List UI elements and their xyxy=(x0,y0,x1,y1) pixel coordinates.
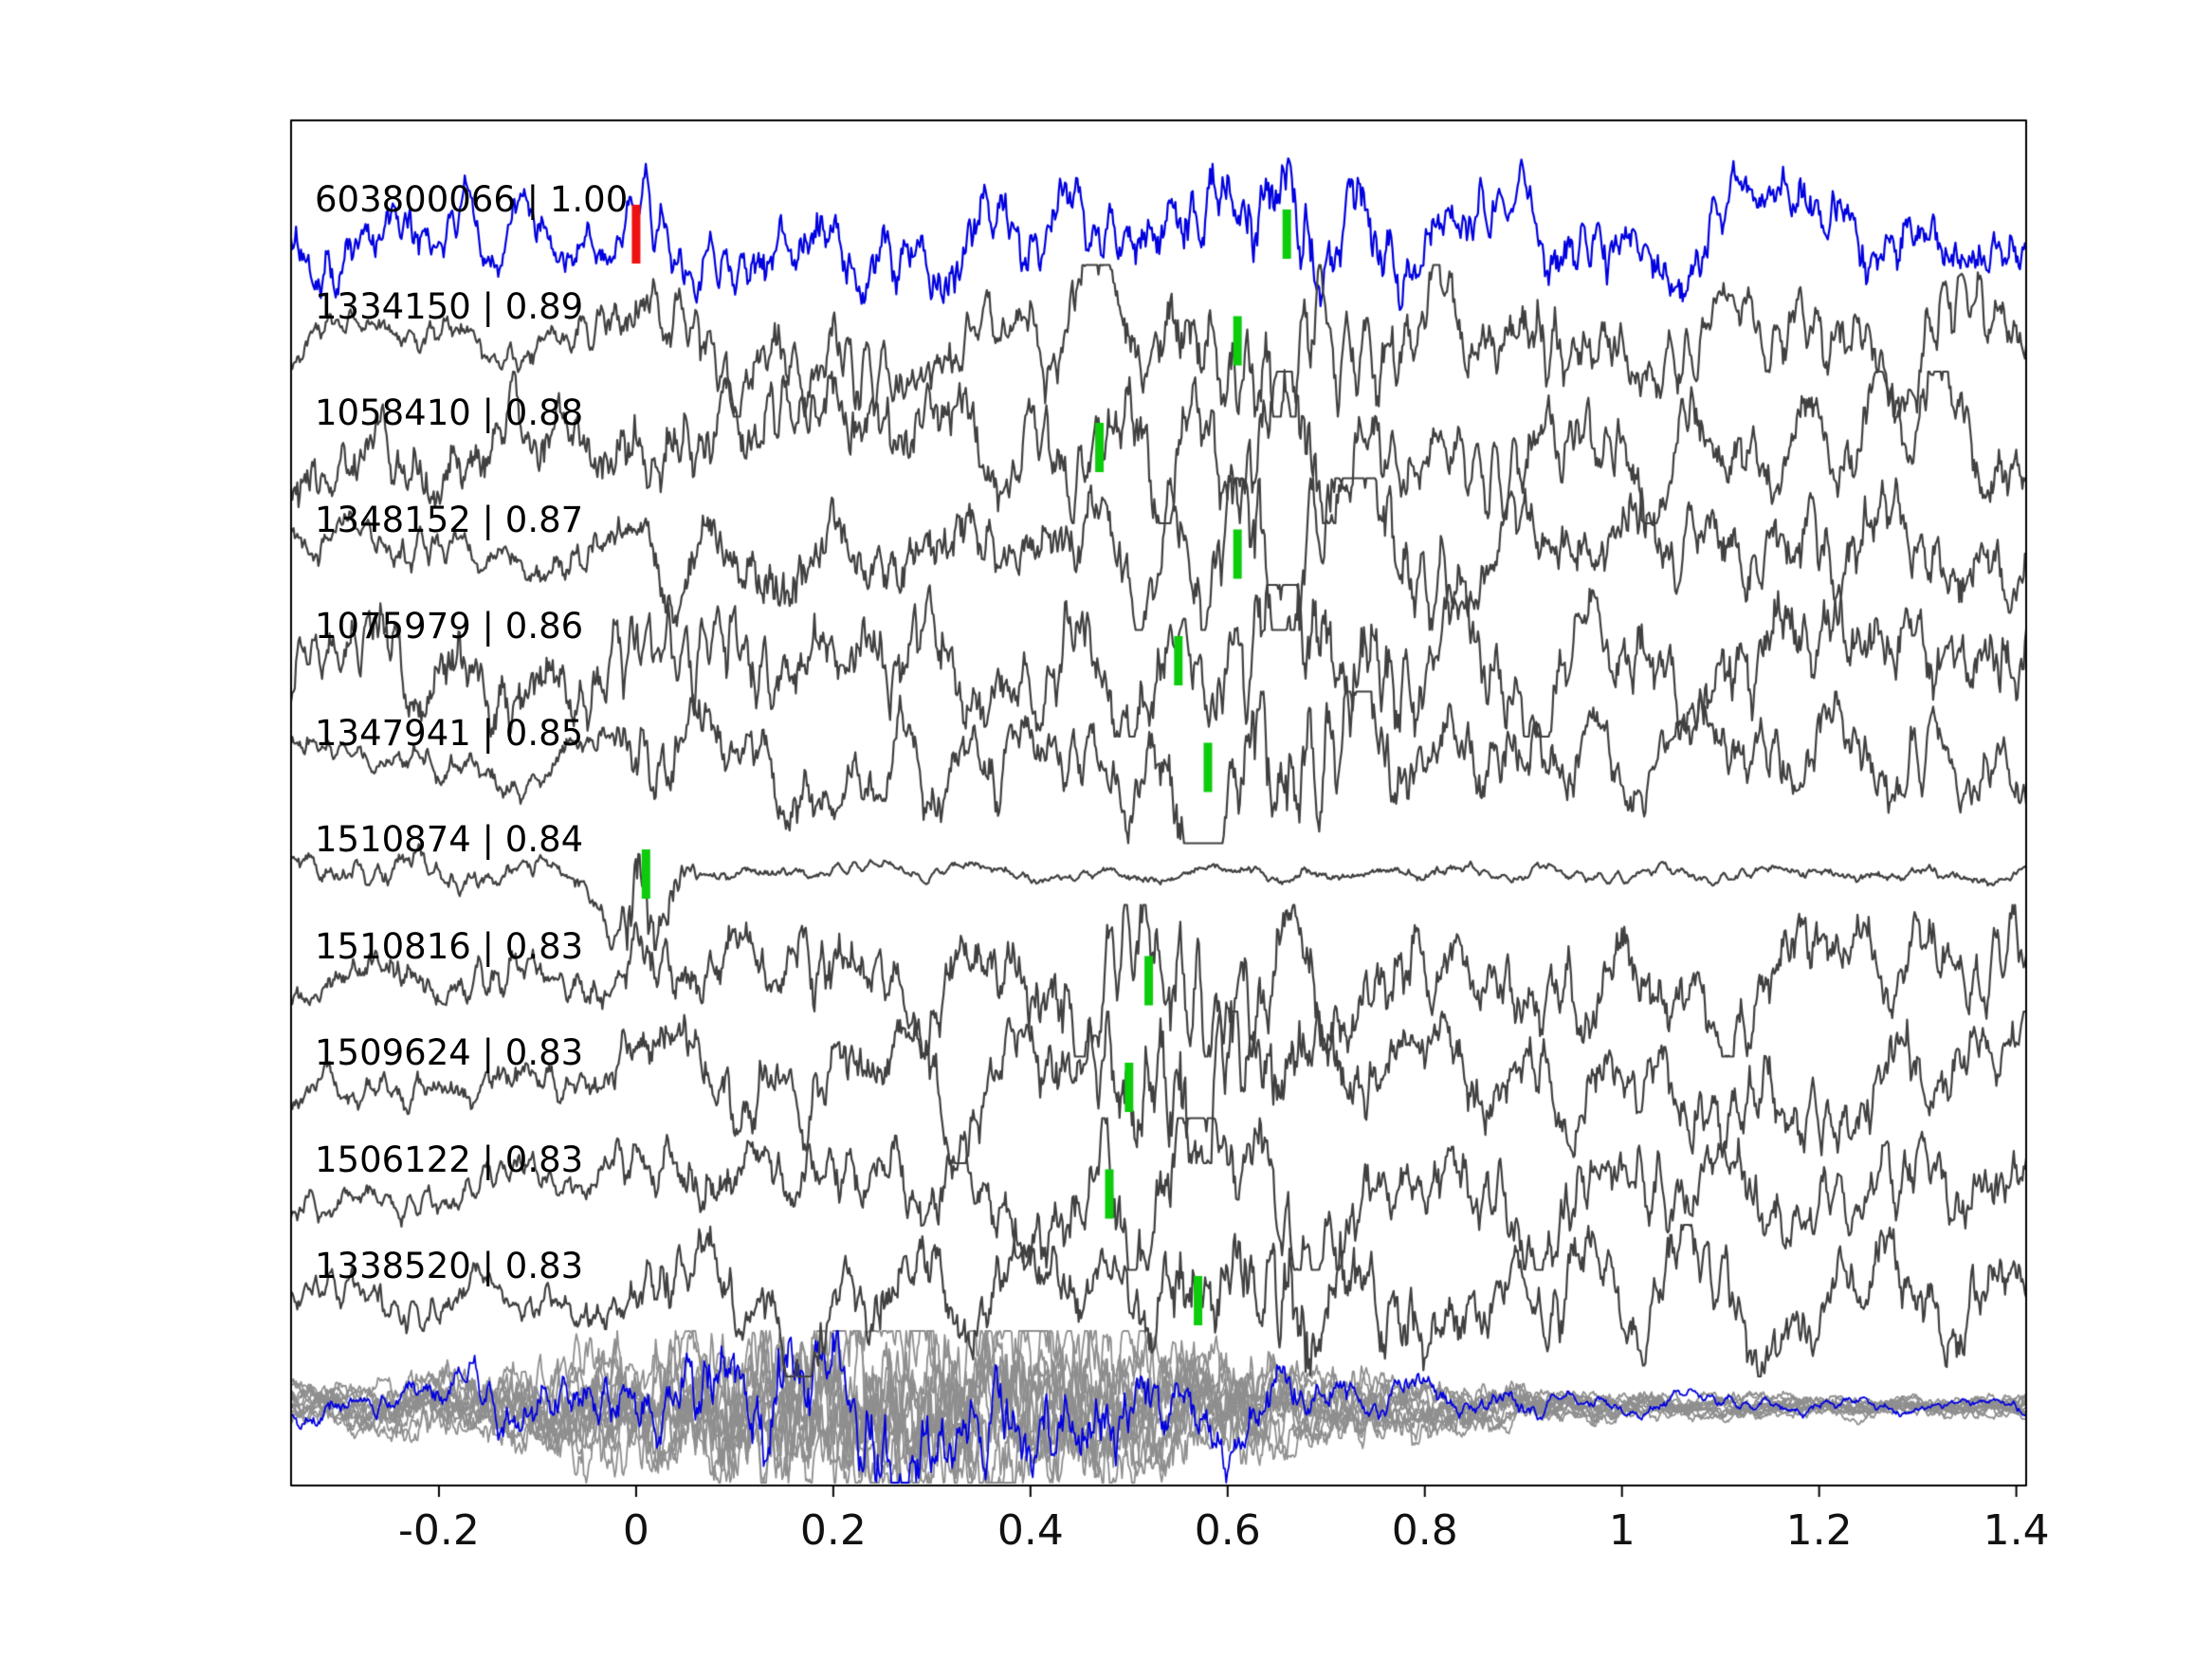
trace-label: 1509624 | 0.83 xyxy=(315,1032,584,1073)
x-tick-label: 1.2 xyxy=(1785,1506,1853,1555)
trace-label: 1510816 | 0.83 xyxy=(315,925,584,967)
trace-label: 603800066 | 1.00 xyxy=(315,179,629,220)
trace-label: 1506122 | 0.83 xyxy=(315,1139,584,1180)
trace-label: 1347941 | 0.85 xyxy=(315,712,584,754)
x-tick-label: 0 xyxy=(622,1506,649,1555)
x-tick-label: 1.4 xyxy=(1983,1506,2050,1555)
x-tick-label: 0.4 xyxy=(996,1506,1064,1555)
x-tick-label: 0.2 xyxy=(799,1506,867,1555)
x-tick-label: 1 xyxy=(1608,1506,1636,1555)
trace-label: 1510874 | 0.84 xyxy=(315,819,584,860)
trace-label: 1334150 | 0.89 xyxy=(315,285,584,327)
trace-label: 1348152 | 0.87 xyxy=(315,499,584,540)
trace-label: 1058410 | 0.88 xyxy=(315,392,584,433)
trace-label: 1338520 | 0.83 xyxy=(315,1246,584,1286)
x-tick-label: 0.8 xyxy=(1391,1506,1458,1555)
x-tick-label: 0.6 xyxy=(1194,1506,1261,1555)
trace-label: 1075979 | 0.86 xyxy=(315,606,584,647)
x-tick-label: -0.2 xyxy=(398,1506,480,1555)
